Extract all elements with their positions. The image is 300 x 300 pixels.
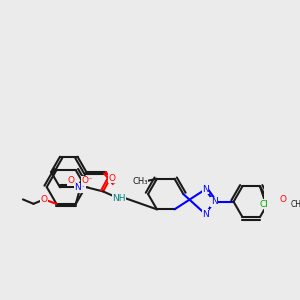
Text: O: O [108,174,116,183]
Text: N: N [211,197,217,206]
Text: O⁻: O⁻ [81,176,93,185]
Text: O: O [279,195,286,204]
Text: N: N [202,185,209,194]
Text: CH₃: CH₃ [132,177,148,186]
Text: NH: NH [112,194,126,203]
Text: Cl: Cl [260,200,269,208]
Text: O: O [68,176,75,185]
Text: N⁺: N⁺ [74,183,86,192]
Text: O: O [40,195,48,204]
Text: CH₃: CH₃ [291,200,300,209]
Text: N: N [202,209,209,218]
